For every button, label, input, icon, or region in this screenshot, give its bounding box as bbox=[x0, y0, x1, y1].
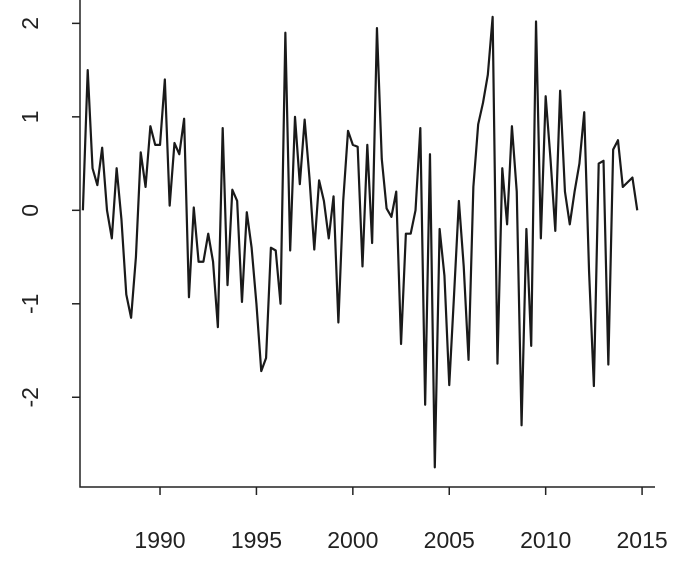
x-tick-label: 1990 bbox=[134, 527, 185, 553]
axis-frame bbox=[79, 0, 655, 488]
y-tick-label: 2 bbox=[17, 17, 43, 30]
x-tick-label: 2005 bbox=[424, 527, 475, 553]
x-tick-label: 2015 bbox=[616, 527, 667, 553]
y-tick-label: -2 bbox=[17, 387, 43, 407]
y-tick-label: -1 bbox=[17, 294, 43, 314]
y-tick-label: 1 bbox=[17, 110, 43, 123]
series-line bbox=[81, 15, 639, 469]
x-tick-label: 1995 bbox=[231, 527, 282, 553]
x-tick-label: 2010 bbox=[520, 527, 571, 553]
y-tick-label: 0 bbox=[17, 204, 43, 217]
x-tick-label: 2000 bbox=[327, 527, 378, 553]
